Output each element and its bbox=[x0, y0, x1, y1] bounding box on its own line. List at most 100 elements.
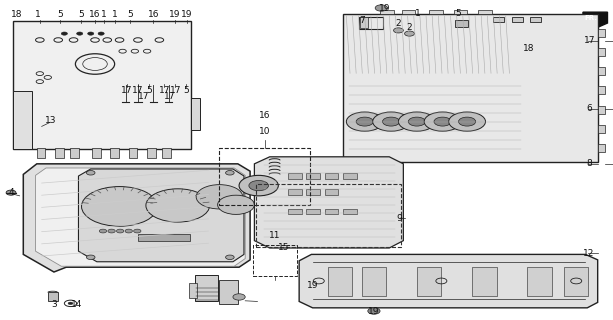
Bar bbox=[92, 148, 101, 158]
Circle shape bbox=[218, 195, 254, 214]
Bar bbox=[328, 267, 352, 296]
Circle shape bbox=[375, 5, 387, 11]
Text: 16: 16 bbox=[259, 111, 270, 120]
Circle shape bbox=[98, 32, 104, 35]
Text: 11: 11 bbox=[269, 231, 280, 240]
Polygon shape bbox=[36, 168, 245, 266]
Text: 8: 8 bbox=[587, 159, 593, 168]
Text: 5: 5 bbox=[146, 86, 152, 95]
Text: 5: 5 bbox=[57, 10, 63, 19]
Bar bbox=[306, 189, 320, 195]
Bar bbox=[191, 98, 200, 130]
Bar bbox=[219, 148, 310, 205]
Bar bbox=[343, 173, 357, 179]
Circle shape bbox=[82, 187, 158, 226]
Bar bbox=[478, 10, 492, 14]
Bar bbox=[343, 209, 357, 214]
Text: 17: 17 bbox=[121, 86, 132, 95]
Text: 19: 19 bbox=[368, 307, 379, 316]
Text: 16: 16 bbox=[89, 10, 101, 19]
Text: 1: 1 bbox=[415, 9, 421, 18]
Bar bbox=[219, 280, 238, 304]
Circle shape bbox=[356, 117, 373, 126]
Bar bbox=[138, 234, 190, 241]
Polygon shape bbox=[23, 164, 250, 272]
Text: 14: 14 bbox=[71, 300, 82, 309]
Text: 2: 2 bbox=[406, 23, 413, 32]
Bar bbox=[325, 189, 338, 195]
Bar bbox=[13, 21, 191, 149]
Text: 17: 17 bbox=[584, 36, 595, 45]
Circle shape bbox=[226, 171, 234, 175]
Text: 6: 6 bbox=[587, 104, 593, 113]
Circle shape bbox=[6, 190, 16, 195]
Text: 3: 3 bbox=[51, 300, 57, 309]
Circle shape bbox=[125, 229, 132, 233]
Text: 19: 19 bbox=[307, 281, 318, 290]
Text: 13: 13 bbox=[45, 116, 56, 125]
Bar bbox=[598, 106, 605, 114]
Text: 7: 7 bbox=[359, 16, 365, 25]
Bar bbox=[325, 209, 338, 214]
Bar bbox=[343, 14, 598, 162]
Bar bbox=[48, 292, 58, 301]
Circle shape bbox=[383, 117, 400, 126]
Circle shape bbox=[61, 32, 67, 35]
Bar bbox=[189, 283, 197, 298]
Bar bbox=[598, 144, 605, 152]
Circle shape bbox=[249, 180, 268, 191]
Text: 18: 18 bbox=[11, 10, 22, 19]
Text: 9: 9 bbox=[397, 214, 403, 223]
Text: 1: 1 bbox=[112, 10, 118, 19]
Text: 5: 5 bbox=[455, 9, 462, 18]
Circle shape bbox=[398, 112, 435, 131]
Circle shape bbox=[394, 28, 403, 33]
Bar bbox=[256, 184, 401, 247]
Bar bbox=[306, 173, 320, 179]
Polygon shape bbox=[299, 254, 598, 308]
Bar bbox=[380, 10, 394, 14]
Bar bbox=[472, 267, 497, 296]
Circle shape bbox=[346, 112, 383, 131]
Polygon shape bbox=[78, 169, 244, 262]
Circle shape bbox=[459, 117, 476, 126]
Bar bbox=[454, 10, 467, 14]
Bar bbox=[598, 67, 605, 75]
Circle shape bbox=[239, 175, 278, 196]
Circle shape bbox=[68, 302, 73, 305]
Text: 4: 4 bbox=[8, 188, 14, 197]
Bar bbox=[13, 91, 32, 149]
Bar bbox=[306, 209, 320, 214]
Text: 19: 19 bbox=[379, 4, 390, 12]
Bar bbox=[598, 125, 605, 133]
Bar bbox=[455, 20, 468, 27]
Circle shape bbox=[86, 255, 95, 260]
Bar bbox=[360, 17, 368, 28]
Bar bbox=[55, 148, 64, 158]
Bar bbox=[129, 148, 137, 158]
Text: 17: 17 bbox=[170, 86, 181, 95]
Text: 10: 10 bbox=[259, 127, 270, 136]
Text: 5: 5 bbox=[127, 10, 133, 19]
Bar bbox=[362, 267, 386, 296]
Bar bbox=[429, 10, 443, 14]
Bar bbox=[598, 48, 605, 56]
Circle shape bbox=[134, 229, 141, 233]
Circle shape bbox=[424, 112, 461, 131]
Bar bbox=[162, 148, 171, 158]
Circle shape bbox=[226, 255, 234, 260]
Text: 12: 12 bbox=[583, 249, 594, 258]
Bar bbox=[37, 148, 45, 158]
Circle shape bbox=[449, 112, 485, 131]
Circle shape bbox=[368, 308, 380, 314]
Circle shape bbox=[196, 185, 243, 209]
Bar bbox=[564, 267, 588, 296]
Bar bbox=[527, 267, 552, 296]
Bar bbox=[402, 10, 415, 14]
Bar bbox=[195, 275, 218, 301]
Circle shape bbox=[77, 32, 83, 35]
Text: 1: 1 bbox=[35, 10, 41, 19]
Bar bbox=[288, 173, 302, 179]
Text: 19: 19 bbox=[181, 10, 192, 19]
Text: 5: 5 bbox=[183, 86, 189, 95]
